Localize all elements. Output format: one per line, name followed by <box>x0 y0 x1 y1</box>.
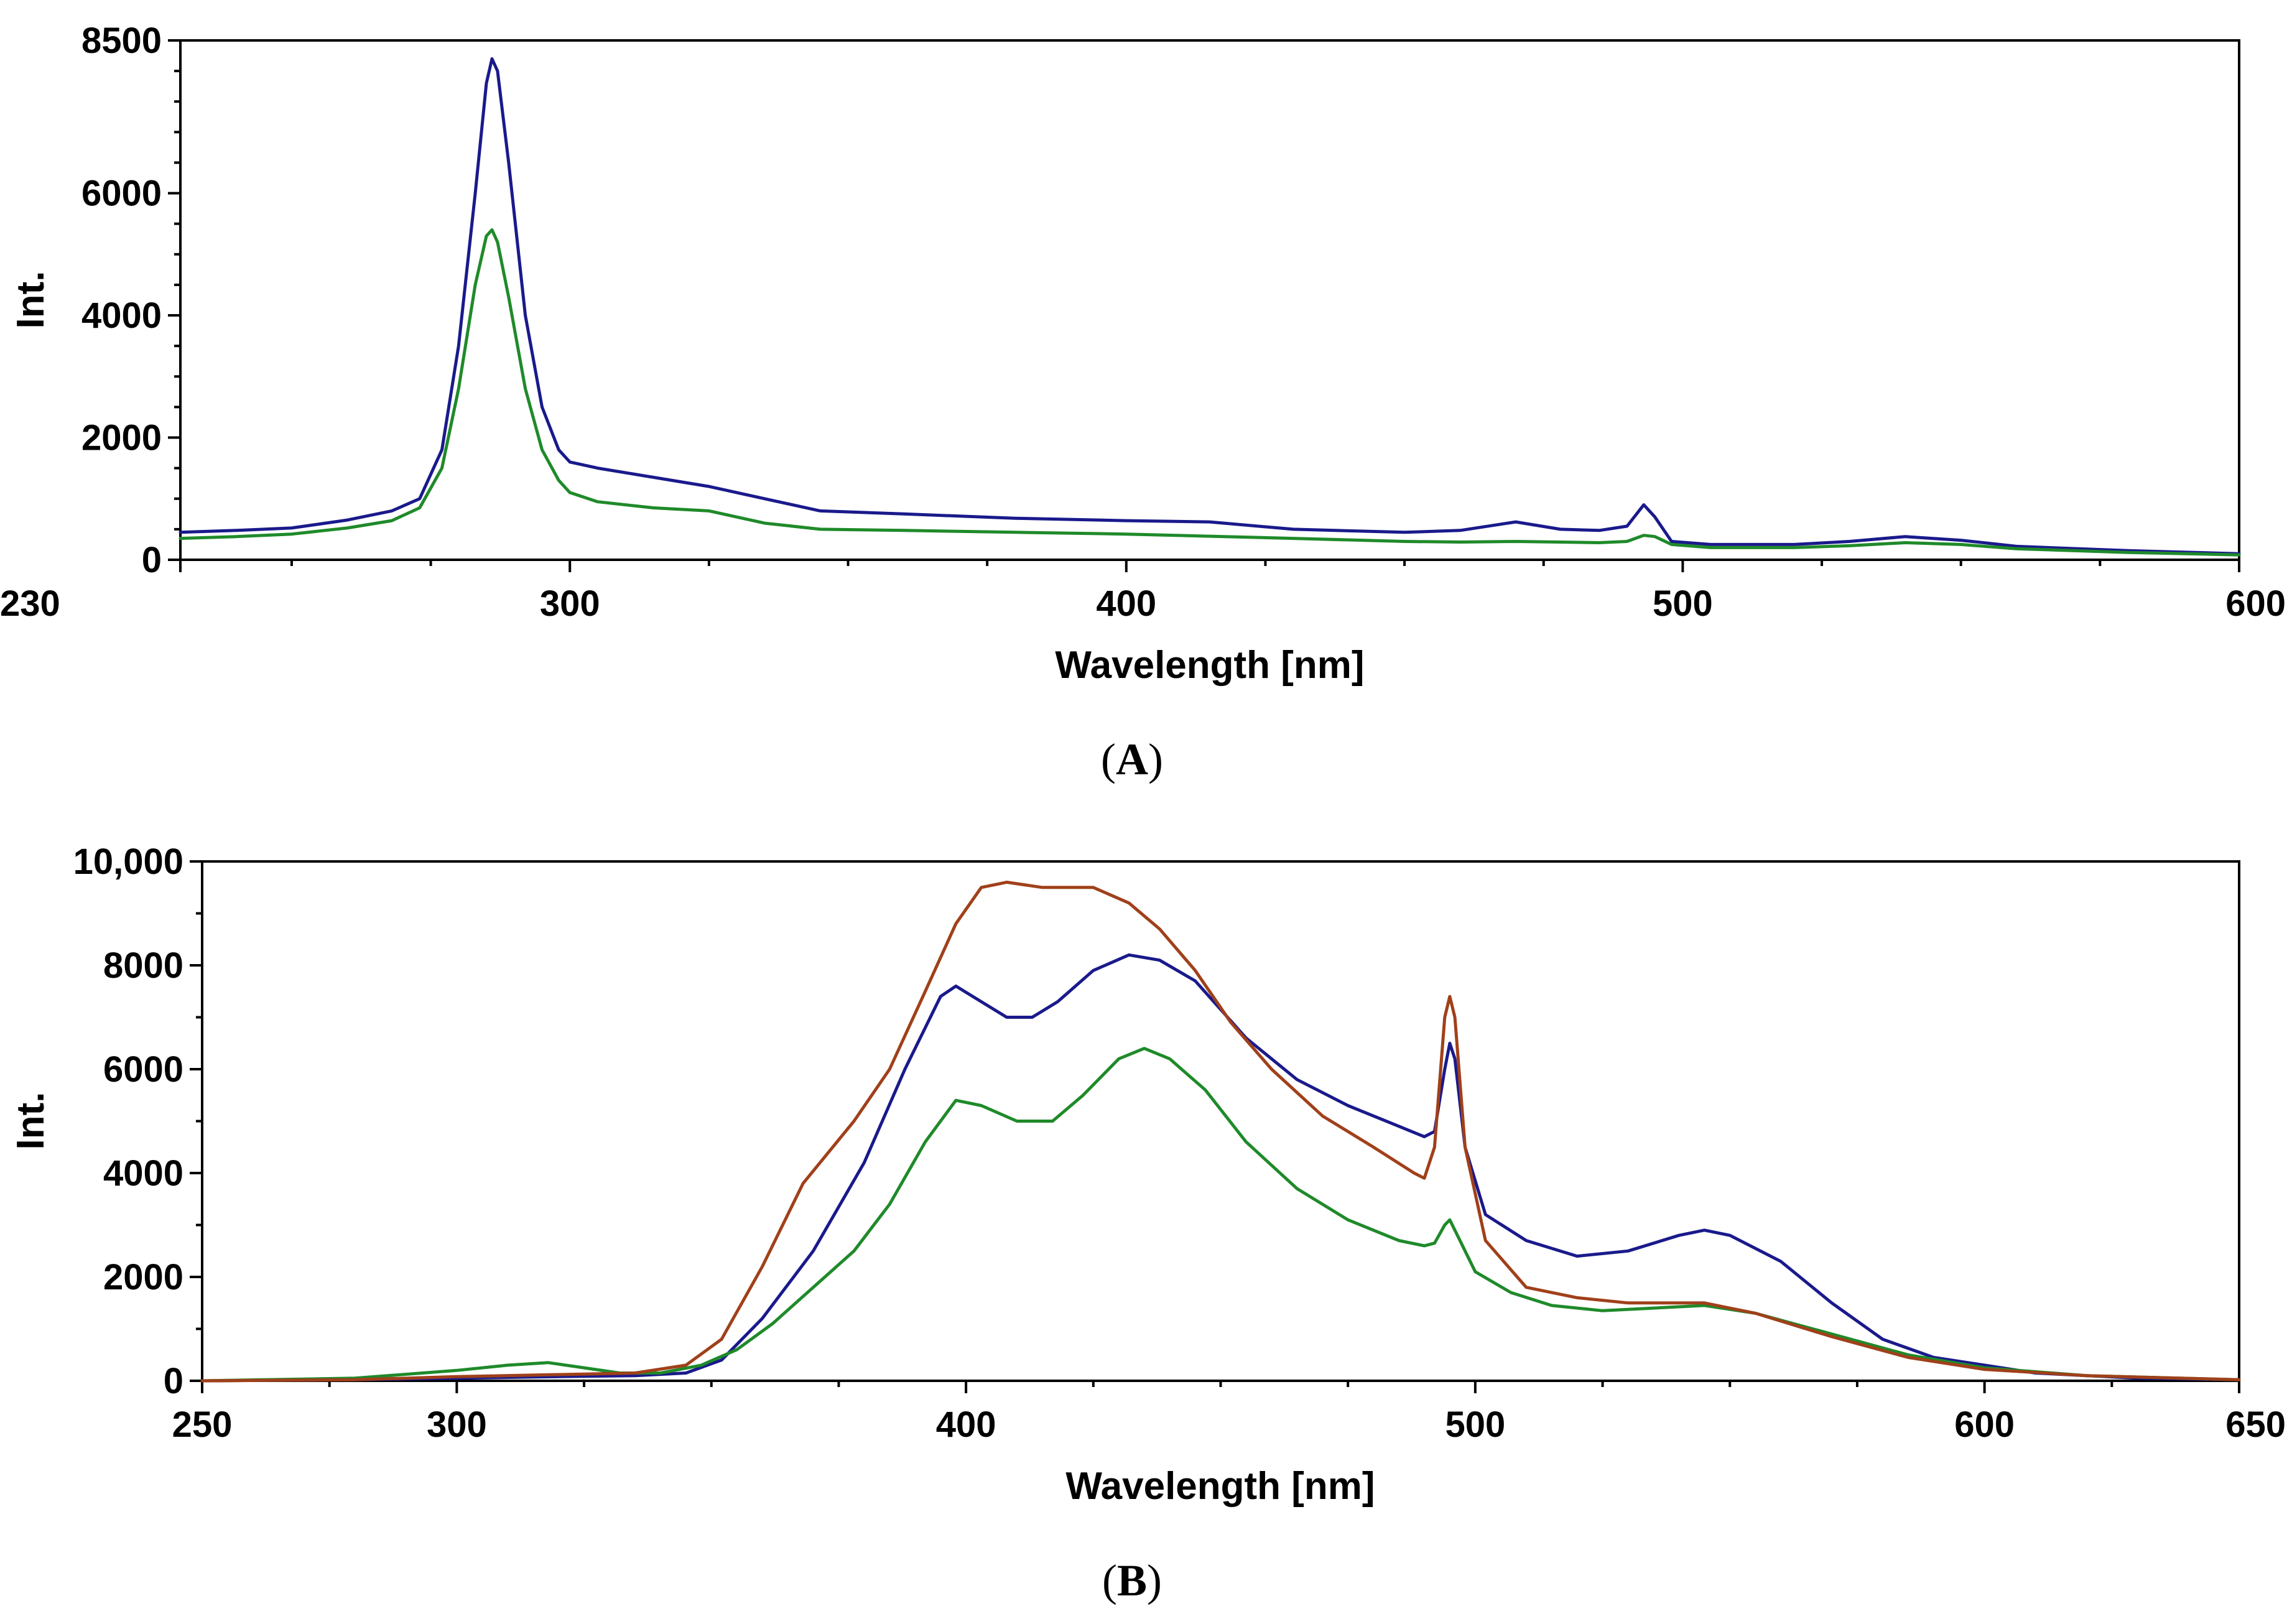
panel-a-x-tick-label: 300 <box>540 583 600 624</box>
panel-a-y-tick-label: 2000 <box>81 418 162 458</box>
panel-b-y-tick-label: 4000 <box>103 1153 183 1194</box>
panel-b-series-blue <box>200 953 2241 1383</box>
panel-a-y-tick-label: 8500 <box>81 21 162 61</box>
panel-b-plot-frame <box>201 860 2240 1382</box>
panel-a-label: (A) <box>1101 735 1163 784</box>
panel-b-x-tick-label: 300 <box>427 1404 487 1445</box>
panel-b-chart: 250 300 400 500 600 650 0 2000 4000 6000 8000 10,00… <box>9 842 2286 1605</box>
panel-b-y-tick-label: 8000 <box>103 945 183 986</box>
panel-b-x-tick-label: 600 <box>1954 1404 2015 1445</box>
panel-b-label: (B) <box>1102 1556 1162 1605</box>
panel-b-y-tick-label: 10,000 <box>73 842 183 882</box>
panel-b-x-tick-label: 650 <box>2225 1404 2286 1445</box>
panel-b-x-tick-label: 500 <box>1445 1404 1505 1445</box>
panel-b-series-brown <box>200 880 2241 1383</box>
panel-b-x-axis-title: Wavelength [nm] <box>1065 1465 1375 1508</box>
panel-a-ticks <box>168 39 2240 572</box>
panel-a-plot-frame <box>179 39 2240 561</box>
panel-b-series-green <box>200 1047 2241 1383</box>
panel-a-series <box>179 57 2241 557</box>
panel-a-x-tick-label: 230 <box>0 583 60 624</box>
panel-b-tick-labels: 250 300 400 500 600 650 0 2000 4000 6000 8000 10,00… <box>73 842 2286 1445</box>
panel-b-x-tick-label: 400 <box>936 1404 996 1445</box>
panel-a-x-axis-title: Wavelength [nm] <box>1055 644 1364 687</box>
panel-a-series-blue <box>179 57 2241 555</box>
panel-a-series-green <box>179 228 2241 557</box>
panel-b-ticks <box>190 860 2240 1393</box>
panel-b-y-tick-label: 0 <box>164 1361 183 1401</box>
panel-b-y-axis-title: Int. <box>9 1092 52 1150</box>
panel-a-x-tick-label: 400 <box>1096 583 1156 624</box>
panel-a-y-tick-label: 0 <box>142 540 162 580</box>
panel-b-series <box>200 880 2241 1383</box>
panel-a-x-tick-label: 500 <box>1653 583 1713 624</box>
panel-b-y-tick-label: 2000 <box>103 1257 183 1297</box>
panel-a-y-tick-label: 6000 <box>81 174 162 214</box>
panel-a-y-tick-label: 4000 <box>81 295 162 336</box>
panel-a-y-axis-title: Int. <box>9 271 52 329</box>
panel-b-x-tick-label: 250 <box>172 1404 233 1445</box>
panel-b-y-tick-label: 6000 <box>103 1049 183 1090</box>
panel-a-x-tick-label: 600 <box>2225 583 2286 624</box>
